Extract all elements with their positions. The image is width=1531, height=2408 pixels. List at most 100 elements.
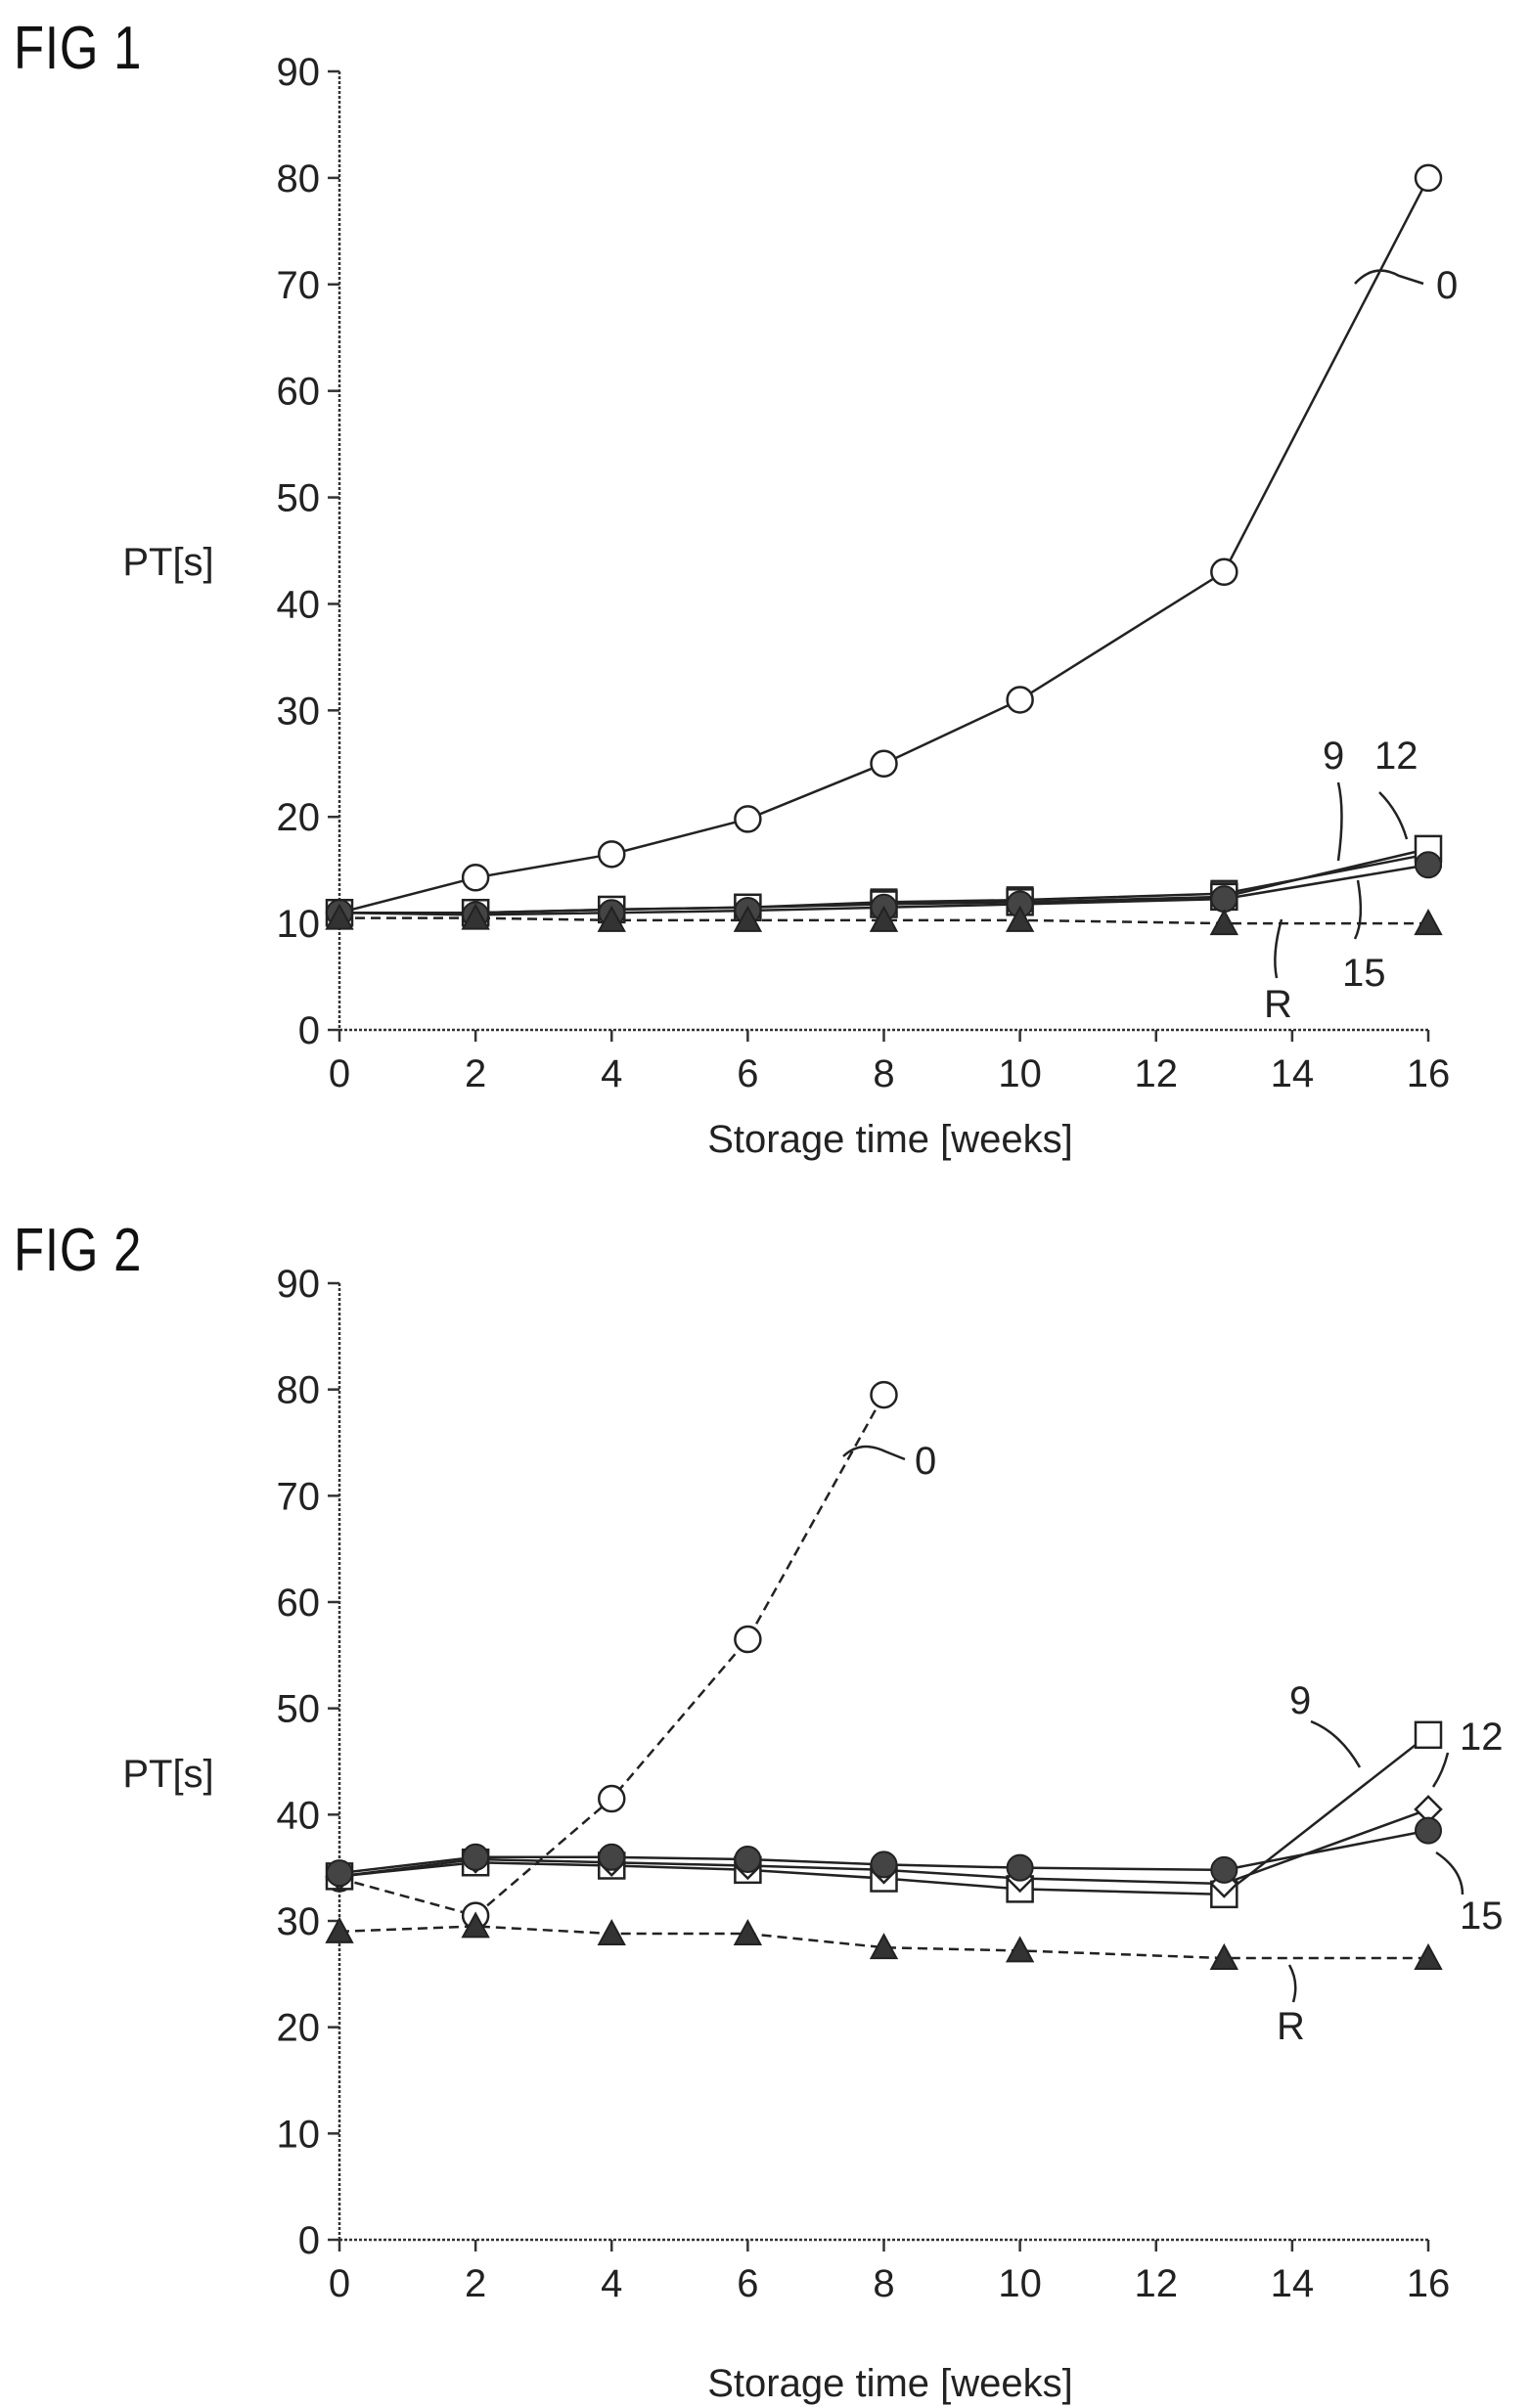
- series-0-leader: [842, 1445, 906, 1461]
- point-0: [598, 840, 626, 869]
- point-R: [597, 1918, 626, 1946]
- series-line-0: [338, 177, 1430, 914]
- y-axis-label: PT[s]: [122, 541, 213, 584]
- point-R: [1005, 1936, 1035, 1963]
- point-R: [869, 1933, 899, 1960]
- point-15: [598, 1843, 626, 1871]
- point-R: [461, 903, 490, 930]
- figure-2-chart: PT[s] Storage time [weeks] 0102030405060…: [122, 1263, 1504, 2405]
- x-tick-label: 14: [1271, 2262, 1315, 2305]
- y-tick-label: 40: [277, 583, 321, 626]
- series-12-leader: [1378, 791, 1409, 840]
- point-R: [1005, 905, 1035, 932]
- series-12-leader: [1431, 1752, 1450, 1788]
- y-tick-label: 20: [277, 2007, 321, 2050]
- series-9-tag: 9: [1289, 1679, 1311, 1722]
- point-R: [461, 1911, 490, 1939]
- y-axis-label: PT[s]: [122, 1753, 213, 1796]
- x-axis-label: Storage time [weeks]: [707, 2362, 1073, 2405]
- point-15: [1006, 1853, 1034, 1882]
- series-15-leader: [1353, 879, 1363, 940]
- point-0: [734, 805, 762, 833]
- x-tick-label: 6: [737, 1052, 758, 1095]
- figure-2-label: FIG 2: [14, 1217, 143, 1284]
- y-tick-label: 60: [277, 1582, 321, 1625]
- series-R-tag: R: [1264, 983, 1292, 1026]
- x-tick-label: 0: [329, 1052, 350, 1095]
- point-0: [870, 1380, 898, 1409]
- x-tick-label: 10: [998, 1052, 1042, 1095]
- point-R: [733, 1918, 763, 1946]
- x-tick-label: 2: [465, 1052, 486, 1095]
- x-tick-label: 12: [1135, 1052, 1179, 1095]
- point-15: [870, 1851, 898, 1879]
- x-tick-label: 2: [465, 2262, 486, 2305]
- point-0: [598, 1784, 626, 1813]
- figure-1-label: FIG 1: [14, 15, 143, 82]
- point-R: [1414, 909, 1443, 936]
- x-tick-label: 16: [1407, 1052, 1451, 1095]
- x-tick-label: 10: [998, 2262, 1042, 2305]
- y-tick-label: 80: [277, 157, 321, 201]
- series-line-9: [338, 1733, 1429, 1896]
- point-15: [462, 1843, 490, 1871]
- y-tick-label: 30: [277, 1900, 321, 1943]
- x-tick-label: 4: [601, 1052, 622, 1095]
- y-tick-label: 50: [277, 477, 321, 520]
- series-line-R: [339, 916, 1428, 925]
- y-tick-label: 20: [277, 796, 321, 839]
- y-tick-label: 90: [277, 1263, 321, 1306]
- point-R: [733, 905, 763, 932]
- point-R: [325, 1916, 354, 1943]
- series-12-tag: 12: [1460, 1716, 1504, 1759]
- point-0: [1414, 163, 1443, 193]
- y-tick-label: 60: [277, 371, 321, 414]
- series-line-15: [338, 863, 1429, 916]
- series-line-12: [339, 847, 1429, 914]
- y-tick-label: 0: [298, 2219, 320, 2262]
- point-15: [326, 1859, 353, 1888]
- point-0: [870, 749, 898, 779]
- x-tick-label: 8: [873, 2262, 894, 2305]
- series-9-leader: [1336, 781, 1343, 862]
- point-15: [1415, 851, 1442, 879]
- y-tick-label: 90: [277, 51, 321, 94]
- series-R-tag: R: [1277, 2005, 1305, 2048]
- y-tick-label: 40: [277, 1794, 321, 1837]
- point-0: [1006, 686, 1034, 714]
- series-9-leader: [1310, 1719, 1362, 1768]
- series-15-tag: 15: [1460, 1895, 1504, 1938]
- point-R: [869, 905, 899, 932]
- point-15: [734, 1845, 762, 1873]
- point-R: [597, 905, 626, 932]
- point-15: [1415, 1816, 1442, 1845]
- y-tick-label: 0: [298, 1009, 320, 1052]
- figure-1-chart: PT[s] Storage time [weeks] 0102030405060…: [122, 51, 1458, 1161]
- point-15: [1210, 1855, 1238, 1884]
- x-tick-label: 8: [873, 1052, 894, 1095]
- point-9: [1414, 1720, 1443, 1750]
- y-tick-label: 70: [277, 1475, 321, 1518]
- series-0-leader: [1354, 269, 1424, 286]
- y-tick-label: 80: [277, 1369, 321, 1412]
- point-0: [461, 864, 490, 892]
- series-15-leader: [1435, 1851, 1464, 1895]
- series-R-leader: [1287, 1964, 1297, 2003]
- point-R: [1209, 1942, 1238, 1971]
- point-0: [1210, 557, 1238, 587]
- series-R-leader: [1274, 918, 1283, 979]
- y-tick-label: 30: [277, 690, 321, 733]
- x-tick-label: 16: [1407, 2262, 1451, 2305]
- point-15: [1210, 885, 1238, 914]
- x-tick-label: 12: [1135, 2262, 1179, 2305]
- series-0-tag: 0: [1436, 264, 1458, 307]
- series-line-0: [338, 1394, 885, 1917]
- series-line-12: [338, 1807, 1429, 1886]
- series-15-tag: 15: [1342, 952, 1386, 995]
- y-tick-label: 10: [277, 2113, 321, 2156]
- x-tick-label: 6: [737, 2262, 758, 2305]
- x-tick-label: 4: [601, 2262, 622, 2305]
- x-tick-label: 0: [329, 2262, 350, 2305]
- y-tick-label: 50: [277, 1688, 321, 1731]
- point-R: [1414, 1942, 1443, 1971]
